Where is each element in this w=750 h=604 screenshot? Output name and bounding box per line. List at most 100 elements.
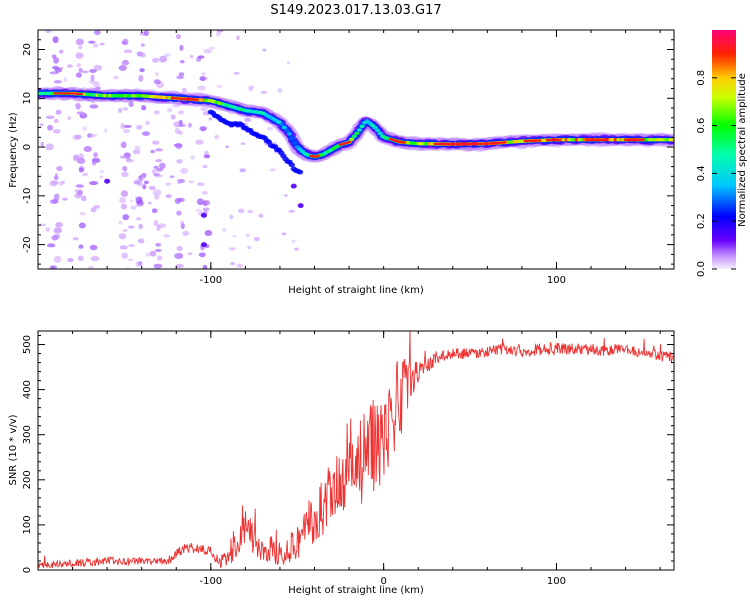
- colorbar-label: Normalized spectral amplitude: [737, 73, 748, 227]
- spectrogram-noise-mark: [46, 243, 56, 248]
- spectrogram-noise-mark: [122, 228, 128, 233]
- spectrogram-noise-mark: [180, 167, 189, 174]
- spectrogram-noise-mark: [214, 134, 220, 140]
- spectrogram-noise-mark: [129, 199, 134, 203]
- spectrogram-noise-mark: [288, 209, 295, 213]
- spectrogram-noise-mark: [151, 140, 160, 145]
- spectrogram-noise-mark: [200, 212, 207, 218]
- spectrogram-noise-mark: [47, 124, 53, 131]
- colorbar: 0.0 0.2 0.4 0.6 0.8 Normalized spectral ampl…: [696, 30, 748, 277]
- spectrogram-noise-mark: [244, 117, 252, 122]
- spectrogram-noise-mark: [156, 255, 163, 261]
- spectrogram-noise-mark: [245, 233, 250, 238]
- spectrogram-noise-mark: [130, 205, 137, 210]
- spectrogram-noise-mark: [53, 57, 60, 64]
- spectrogram-noise-mark: [125, 155, 131, 161]
- spectrogram-noise-mark: [197, 55, 205, 59]
- spectrogram-noise-mark: [104, 178, 111, 184]
- spectrogram-ridge-mark: [279, 122, 285, 127]
- spectrogram-noise-mark: [91, 98, 96, 104]
- spectrogram-noise-mark: [284, 194, 288, 197]
- spectrogram-noise-mark: [174, 252, 184, 260]
- spectrogram-peak-mark: [195, 98, 199, 101]
- spectrogram-noise-mark: [49, 265, 56, 269]
- spectrogram-ridge-mark: [375, 128, 381, 133]
- spectrogram-x-tick-label: -100: [199, 275, 222, 286]
- spectrogram-noise-mark: [56, 165, 63, 172]
- spectrogram-noise-mark: [199, 76, 206, 81]
- spectrogram-noise-mark: [183, 231, 190, 236]
- spectrogram-noise-mark: [67, 115, 71, 120]
- spectrogram-noise-mark: [262, 48, 267, 52]
- colorbar-gradient: [712, 30, 736, 269]
- spectrogram-noise-mark: [134, 145, 141, 151]
- spectrogram-noise-mark: [77, 255, 84, 262]
- spectrogram-noise-mark: [122, 107, 129, 111]
- spectrogram-noise-mark: [74, 134, 82, 140]
- spectrogram-noise-mark: [187, 252, 193, 256]
- spectrogram-noise-mark: [195, 139, 204, 145]
- spectrogram-frame: [37, 29, 675, 270]
- spectrogram-noise-mark: [230, 261, 236, 266]
- spectrogram-noise-mark: [297, 203, 304, 209]
- spectrogram-noise-mark: [40, 141, 45, 147]
- spectrogram-noise-mark: [74, 189, 80, 193]
- spectrogram-y-label: Frequency (Hz): [8, 112, 19, 188]
- spectrogram-noise-mark: [266, 126, 274, 131]
- spectrogram-noise-mark: [121, 252, 129, 259]
- spectrogram-noise-mark: [146, 252, 150, 257]
- spectrogram-noise-mark: [140, 43, 145, 47]
- spectrogram-noise-mark: [135, 217, 142, 221]
- spectrogram-marks: [38, 30, 674, 269]
- spectrogram-noise-mark: [45, 115, 55, 119]
- spectrogram-noise-mark: [55, 222, 63, 228]
- spectrogram-noise-mark: [123, 49, 133, 54]
- spectrogram-noise-mark: [45, 227, 50, 232]
- spectrogram-noise-mark: [202, 164, 208, 169]
- spectrogram-noise-mark: [83, 145, 92, 153]
- spectrogram-noise-mark: [51, 181, 59, 185]
- spectrogram-noise-mark: [156, 225, 161, 232]
- spectrogram-y-tick-label: -20: [22, 236, 33, 252]
- spectrogram-noise-mark: [92, 205, 101, 209]
- spectrogram-noise-mark: [142, 131, 150, 136]
- spectrogram-noise-mark: [118, 220, 123, 225]
- spectrogram-noise-mark: [90, 207, 97, 213]
- spectrogram-noise-mark: [152, 189, 162, 196]
- spectrogram-noise-mark: [200, 242, 207, 248]
- spectrogram-noise-mark: [176, 210, 182, 216]
- spectrogram-noise-mark: [122, 214, 130, 221]
- spectrogram-noise-mark: [177, 178, 182, 185]
- spectrogram-noise-mark: [81, 112, 87, 116]
- snr-y-tick-label: 400: [22, 380, 33, 399]
- spectrogram-noise-mark: [82, 70, 89, 74]
- snr-y-tick-label: 200: [22, 470, 33, 489]
- spectrogram-noise-mark: [52, 128, 61, 134]
- spectrogram-noise-mark: [195, 208, 202, 213]
- spectrogram-noise-mark: [95, 86, 101, 90]
- spectrogram-noise-mark: [178, 110, 185, 115]
- spectrogram-noise-mark: [169, 175, 175, 179]
- spectrogram-ridge-mark: [670, 137, 674, 142]
- spectrogram-noise-mark: [201, 72, 206, 76]
- spectrogram-noise-mark: [88, 40, 96, 44]
- spectrogram-noise-mark: [155, 158, 162, 163]
- spectrogram-y-tick-label: 20: [22, 43, 33, 56]
- spectrogram-noise-mark: [147, 201, 152, 205]
- spectrogram-noise-mark: [258, 213, 264, 218]
- spectrogram-noise-mark: [165, 182, 171, 186]
- spectrogram-noise-mark: [51, 54, 57, 59]
- spectrogram-noise-mark: [202, 207, 210, 212]
- spectrogram-noise-mark: [122, 124, 132, 129]
- spectrogram-noise-mark: [176, 159, 183, 164]
- spectrogram-peak-mark: [315, 154, 320, 158]
- spectrogram-noise-mark: [140, 176, 146, 180]
- spectrogram-noise-mark: [93, 152, 98, 158]
- spectrogram-noise-mark: [49, 199, 59, 204]
- spectrogram-noise-mark: [233, 71, 240, 75]
- spectrogram-noise-mark: [78, 67, 83, 73]
- spectrogram-noise-mark: [123, 59, 129, 63]
- spectrogram-peak-mark: [502, 141, 507, 144]
- spectrogram-ridge-mark: [372, 125, 378, 130]
